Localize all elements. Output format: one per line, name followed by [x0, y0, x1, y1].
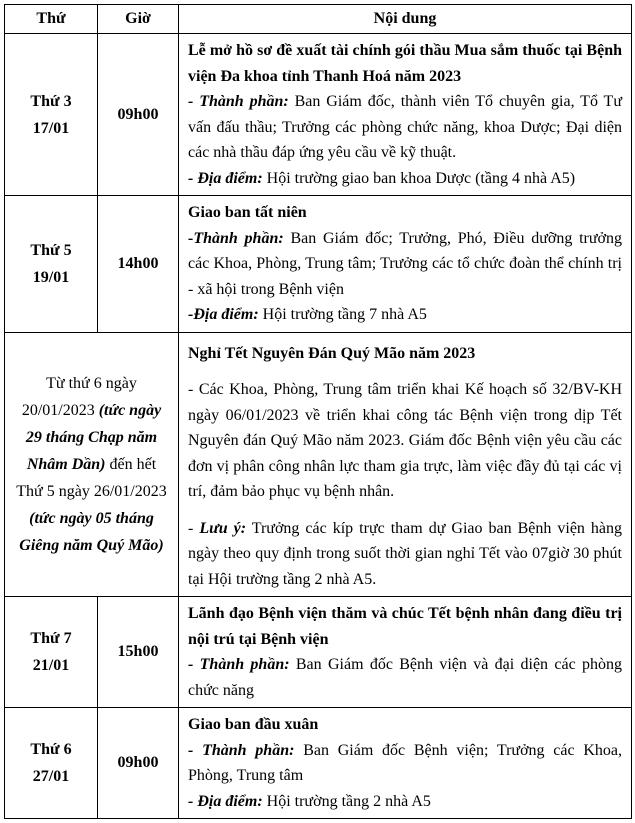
text-segment: Giao ban đầu xuân — [188, 716, 319, 733]
text-segment: - Thành phần: — [188, 656, 290, 673]
content-paragraph: Lễ mở hồ sơ đề xuất tài chính gói thầu M… — [188, 38, 622, 89]
text-segment: (tức ngày 29 tháng Chạp năm Nhâm Dần) — [25, 401, 162, 473]
content-cell: Nghỉ Tết Nguyên Đán Quý Mão năm 2023 - Cá… — [178, 331, 632, 597]
time-cell: 09h00 — [97, 707, 179, 819]
text-segment: - Thành phần: — [188, 93, 289, 110]
content-paragraph: - Thành phần: Ban Giám đốc Bệnh viện và … — [188, 652, 622, 703]
text-segment: Hội trường tầng 7 nhà A5 — [258, 306, 427, 323]
header-day: Thứ — [4, 4, 98, 34]
text-segment: (tức ngày 05 tháng Giêng năm Quý Mão) — [19, 509, 164, 554]
text-segment: - Thành phần: — [188, 741, 295, 759]
schedule-row: Thứ 6 27/01 09h00 Giao ban đầu xuân - Thành … — [4, 707, 632, 819]
schedule-row: Thứ 3 17/01 09h00 Lễ mở hồ sơ đề xuất tài c… — [4, 33, 632, 196]
text-segment: Ban Giám đốc; Trưởng, Phó, Điều dưỡng tr… — [188, 229, 623, 298]
content-paragraph: -Thành phần: Ban Giám đốc; Trưởng, Phó, … — [188, 226, 622, 303]
schedule-table: Thứ Giờ Nội dung Thứ 3 17/01 09h00 Lễ mở hồ… — [4, 4, 632, 819]
text-segment: Hội trường giao ban khoa Dược (tầng 4 nh… — [262, 169, 576, 187]
text-segment: Lãnh đạo Bệnh viện thăm và chúc Tết bệnh… — [188, 605, 622, 648]
text-segment: -Địa điểm: — [188, 306, 259, 323]
text-segment: Lưu ý: — [199, 519, 247, 537]
content-paragraph: Nghỉ Tết Nguyên Đán Quý Mão năm 2023 — [188, 341, 622, 367]
content-cell: Giao ban đầu xuân - Thành phần: Ban Giám … — [178, 707, 632, 819]
content-paragraph: - Thành phần: Ban Giám đốc, thành viên T… — [188, 89, 622, 166]
text-segment: Nghỉ Tết Nguyên Đán Quý Mão năm 2023 — [188, 344, 476, 362]
content-paragraph: - Các Khoa, Phòng, Trung tâm triển khai … — [188, 377, 622, 505]
content-paragraph: -Địa điểm: Hội trường tầng 7 nhà A5 — [188, 302, 622, 328]
text-segment: -Thành phần: — [188, 229, 284, 247]
text-segment: - — [188, 519, 200, 537]
day-cell: Thứ 6 27/01 — [4, 707, 98, 819]
text-segment: Ban Giám đốc, thành viên Tổ chuyên gia, … — [188, 93, 622, 161]
text-segment: đến hết Thứ 5 ngày 26/01/2023 — [16, 455, 167, 500]
content-paragraph: Giao ban đầu xuân — [188, 712, 622, 738]
schedule-row: Thứ 5 19/01 14h00 Giao ban tất niên -Thành p… — [4, 195, 632, 333]
header-time: Giờ — [97, 4, 179, 34]
content-cell: Lãnh đạo Bệnh viện thăm và chúc Tết bệnh… — [178, 596, 632, 708]
text-segment: - Địa điểm: — [188, 792, 263, 810]
text-segment: Hội trường tầng 2 nhà A5 — [262, 792, 431, 810]
text-segment: - Các Khoa, Phòng, Trung tâm triển khai … — [188, 381, 622, 500]
content-paragraph: - Địa điểm: Hội trường tầng 2 nhà A5 — [188, 789, 622, 815]
day-cell: Thứ 3 17/01 — [4, 33, 98, 196]
text-segment: Lễ mở hồ sơ đề xuất tài chính gói thầu M… — [188, 42, 622, 85]
content-paragraph: - Lưu ý: Trưởng các kíp trực tham dự Gia… — [188, 516, 622, 593]
schedule-row: Thứ 7 21/01 15h00 Lãnh đạo Bệnh viện thăm v… — [4, 596, 632, 708]
content-paragraph: Giao ban tất niên — [188, 200, 622, 226]
day-range-cell: Từ thứ 6 ngày 20/01/2023 (tức ngày 29 th… — [4, 331, 179, 597]
content-paragraph: Lãnh đạo Bệnh viện thăm và chúc Tết bệnh… — [188, 601, 622, 652]
text-segment: Trưởng các kíp trực tham dự Giao ban Bện… — [188, 519, 623, 588]
table-header: Thứ Giờ Nội dung — [4, 4, 632, 34]
header-content: Nội dung — [178, 4, 632, 34]
content-paragraph: - Địa điểm: Hội trường giao ban khoa Dượ… — [188, 166, 622, 192]
content-cell: Giao ban tất niên -Thành phần: Ban Giám đ… — [178, 195, 632, 333]
content-cell: Lễ mở hồ sơ đề xuất tài chính gói thầu M… — [178, 33, 632, 196]
schedule-row: Từ thứ 6 ngày 20/01/2023 (tức ngày 29 th… — [4, 331, 632, 597]
day-cell: Thứ 5 19/01 — [4, 195, 98, 333]
time-cell: 15h00 — [97, 596, 179, 708]
text-segment: Giao ban tất niên — [188, 204, 307, 221]
time-cell: 09h00 — [97, 33, 179, 196]
text-segment: - Địa điểm: — [188, 169, 263, 187]
header-row: Thứ Giờ Nội dung — [4, 4, 632, 34]
schedule-body: Thứ 3 17/01 09h00 Lễ mở hồ sơ đề xuất tài c… — [4, 33, 632, 819]
time-cell: 14h00 — [97, 195, 179, 333]
day-cell: Thứ 7 21/01 — [4, 596, 98, 708]
text-segment: Từ thứ 6 ngày 20/01/2023 — [21, 374, 137, 419]
content-paragraph: - Thành phần: Ban Giám đốc Bệnh viện; Tr… — [188, 738, 622, 789]
text-segment: Ban Giám đốc Bệnh viện và đại diện các p… — [188, 656, 622, 699]
